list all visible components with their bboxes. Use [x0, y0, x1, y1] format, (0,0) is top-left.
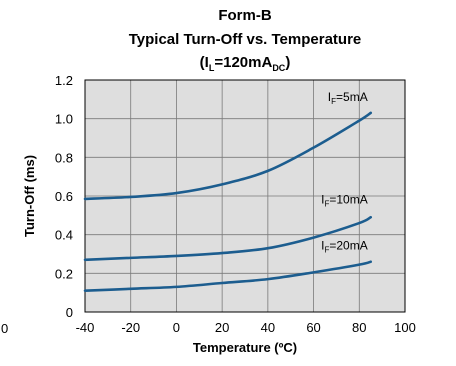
x-tick-label: 100 [394, 320, 416, 335]
y-tick-label: 0.2 [55, 266, 73, 281]
series-label: IF=5mA [328, 90, 368, 106]
chart-title: Form-B Typical Turn-Off vs. Temperature (I… [129, 7, 362, 73]
x-axis-ticks: -40 -20 0 20 40 60 80 100 [76, 320, 416, 335]
x-tick-label: 80 [352, 320, 366, 335]
y-tick-label: 0 [66, 305, 73, 320]
x-tick-label: 0 [173, 320, 180, 335]
series-line [83, 215, 373, 262]
stray-tick-label: 0 [1, 321, 8, 336]
x-tick-label: -20 [121, 320, 140, 335]
y-tick-label: 1.0 [55, 112, 73, 127]
x-tick-label: 40 [261, 320, 275, 335]
y-tick-label: 0.6 [55, 189, 73, 204]
series-lines [83, 111, 373, 293]
series-line [83, 260, 373, 293]
chart-title-line: (IL=120mADC) [200, 54, 291, 73]
series-label: IF=20mA [321, 239, 368, 255]
x-tick-label: -40 [76, 320, 95, 335]
y-tick-label: 0.4 [55, 228, 73, 243]
series-label: IF=10mA [321, 192, 368, 208]
x-tick-label: 60 [306, 320, 320, 335]
chart-title-line: Form-B [218, 7, 271, 24]
y-tick-label: 0.8 [55, 150, 73, 165]
y-axis-ticks: 0 0.2 0.4 0.6 0.8 1.0 1.2 [55, 73, 73, 320]
x-axis-label: Temperature (ºC) [193, 340, 297, 355]
series-labels: IF=5mA IF=10mA IF=20mA [321, 90, 368, 255]
y-tick-label: 1.2 [55, 73, 73, 88]
plot-frame [84, 79, 406, 313]
series-line [83, 111, 373, 201]
y-axis-label: Turn-Off (ms) [22, 155, 37, 237]
chart-title-line: Typical Turn-Off vs. Temperature [129, 31, 362, 48]
x-tick-label: 20 [215, 320, 229, 335]
